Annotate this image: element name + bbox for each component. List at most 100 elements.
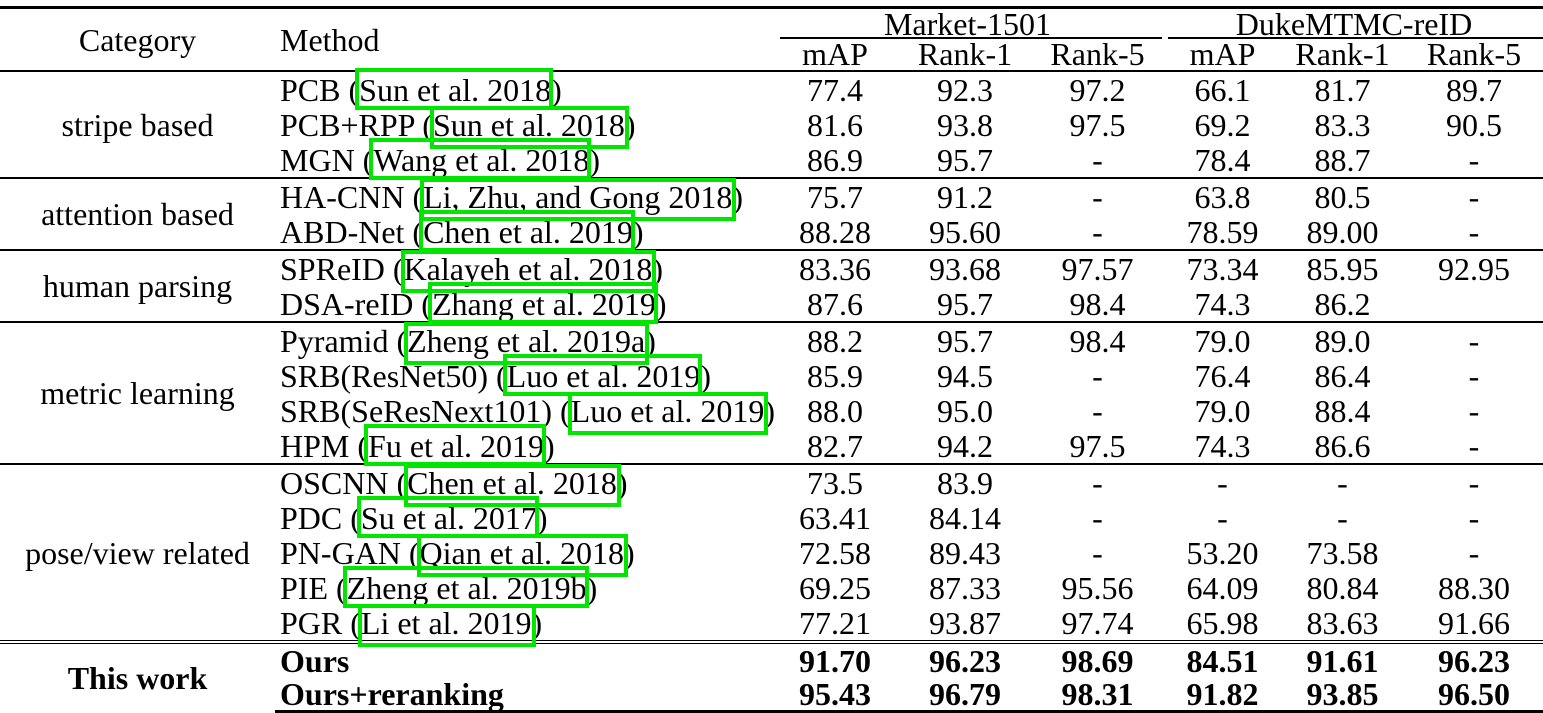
method-name: SPReID: [280, 250, 385, 287]
value-cell: -: [1092, 213, 1103, 250]
citation-annotation-box: Sun et al. 2018: [432, 106, 625, 143]
value-cell: 91.61: [1280, 640, 1405, 677]
table-row: MGN (Wang et al. 2018) 86.9 95.7 - 78.4 88.7 -: [0, 142, 1543, 178]
method-name: SRB(SeResNext101): [280, 392, 552, 429]
value-cell: 69.2: [1194, 106, 1251, 143]
table-row: ABD-Net (Chen et al. 2019) 88.28 95.60 - 78.…: [0, 214, 1543, 250]
value-cell: -: [1405, 177, 1543, 214]
value-cell: 98.31: [1030, 677, 1165, 713]
value-cell: 89.00: [1306, 213, 1379, 250]
value-cell: 95.7: [937, 285, 993, 322]
value-cell: 85.9: [807, 357, 863, 394]
value-cell: 92.3: [900, 70, 1030, 107]
table-row: PIE (Zheng et al. 2019b) 69.25 87.33 95.56 6…: [0, 570, 1543, 605]
value-cell: 88.2: [770, 321, 900, 358]
table-row: PGR (Li et al. 2019) 77.21 93.87 97.74 65.98…: [0, 605, 1543, 642]
results-table: Category Method Market-1501 DukeMTMC-reI…: [0, 6, 1543, 713]
value-cell: 93.8: [937, 106, 993, 143]
citation-annotation-box: Wang et al. 2018: [373, 141, 590, 178]
column-header-category: Category: [78, 21, 197, 58]
method-name: HPM: [280, 427, 350, 464]
value-cell: 86.4: [1314, 357, 1371, 394]
value-cell: 77.21: [799, 604, 871, 641]
method-name: PCB: [280, 71, 341, 108]
method-cell: HPM (Fu et al. 2019): [280, 427, 555, 464]
header-row-metrics: mAP Rank-1 Rank-5 mAP Rank-1 Rank-5: [0, 38, 1543, 72]
value-cell: 78.4: [1194, 141, 1251, 178]
method-cell: PCB (Sun et al. 2018): [275, 70, 770, 108]
value-cell: 75.7: [770, 177, 900, 214]
value-cell: 95.43: [770, 677, 900, 713]
value-cell: -: [1468, 392, 1480, 429]
citation-annotation-box: Zheng et al. 2019b: [346, 569, 587, 606]
citation-annotation-box: Su et al. 2017: [360, 499, 537, 536]
value-cell: 97.5: [1069, 106, 1126, 143]
table-row: DSA-reID (Zhang et al. 2019) 87.6 95.7 98.4…: [0, 286, 1543, 322]
value-cell: 83.36: [770, 249, 900, 286]
header-row-groups: Category Method Market-1501 DukeMTMC-reI…: [0, 8, 1543, 55]
value-cell: 79.0: [1194, 392, 1251, 429]
value-cell: 96.50: [1405, 677, 1543, 713]
value-cell: 98.4: [1069, 285, 1126, 322]
value-cell: 87.6: [807, 285, 863, 322]
value-cell: 88.4: [1314, 392, 1371, 429]
method-cell: HA-CNN (Li, Zhu, and Gong 2018): [275, 177, 770, 215]
table-row: stripe based PCB (Sun et al. 2018) 77.4 92.…: [0, 70, 1543, 178]
column-header-map-market: mAP: [770, 38, 900, 72]
value-cell: 72.58: [799, 534, 871, 571]
column-header-method: Method: [280, 21, 380, 58]
method-cell: SRB(SeResNext101) (Luo et al. 2019): [280, 392, 776, 429]
value-cell: 92.95: [1405, 249, 1543, 286]
value-cell: 88.0: [807, 392, 863, 429]
value-cell: 94.5: [937, 357, 993, 394]
value-cell: -: [1468, 141, 1480, 178]
method-name: Ours: [280, 642, 350, 679]
value-cell: -: [1165, 463, 1280, 500]
value-cell: -: [1468, 427, 1480, 464]
value-cell: 73.5: [770, 463, 900, 500]
value-cell: 98.69: [1030, 640, 1165, 677]
value-cell: -: [1337, 499, 1348, 536]
value-cell: -: [1280, 463, 1405, 500]
value-cell: 93.68: [900, 249, 1030, 286]
table-row: PCB+RPP (Sun et al. 2018) 81.6 93.8 97.5 69.…: [0, 107, 1543, 142]
value-cell: 94.2: [937, 427, 993, 464]
citation-annotation-box: Li, Zhu, and Gong 2018: [423, 178, 733, 215]
table-row: attention based HA-CNN (Li, Zhu, and Gong…: [0, 177, 1543, 250]
value-cell: 83.3: [1314, 106, 1371, 143]
value-cell: 89.7: [1405, 70, 1543, 107]
value-cell: 83.63: [1306, 604, 1379, 641]
value-cell: 77.4: [770, 70, 900, 107]
value-cell: [1405, 286, 1543, 322]
value-cell: -: [1030, 177, 1165, 214]
value-cell: 93.87: [929, 604, 1001, 641]
method-name: PCB+RPP: [280, 106, 415, 143]
value-cell: 89.0: [1280, 321, 1405, 358]
value-cell: 64.09: [1186, 569, 1259, 606]
value-cell: 81.6: [807, 106, 863, 143]
method-name: MGN: [280, 141, 355, 178]
method-cell: MGN (Wang et al. 2018): [280, 141, 601, 178]
value-cell: 89.43: [929, 534, 1001, 571]
value-cell: 87.33: [929, 569, 1001, 606]
value-cell: 81.7: [1280, 70, 1405, 107]
category-cell: metric learning: [0, 321, 275, 464]
category-cell: attention based: [0, 177, 275, 250]
citation-annotation-box: Zhang et al. 2019: [431, 285, 656, 322]
value-cell: 80.84: [1306, 569, 1379, 606]
value-cell: -: [1405, 463, 1543, 500]
value-cell: 95.60: [929, 213, 1001, 250]
method-name: ABD-Net: [280, 213, 405, 250]
citation-annotation-box: Qian et al. 2018: [419, 534, 624, 571]
value-cell: 66.1: [1165, 70, 1280, 107]
value-cell: 83.9: [900, 463, 1030, 500]
value-cell: 97.2: [1030, 70, 1165, 107]
method-name: PGR: [280, 604, 343, 641]
method-name: HA-CNN: [280, 178, 405, 215]
category-cell: This work: [0, 640, 275, 712]
method-name: OSCNN: [280, 464, 389, 501]
citation-annotation-box: Chen et al. 2018: [407, 464, 617, 501]
value-cell: 95.56: [1061, 569, 1134, 606]
column-header-rank5-market: Rank-5: [1030, 38, 1165, 72]
value-cell: 78.59: [1186, 213, 1259, 250]
